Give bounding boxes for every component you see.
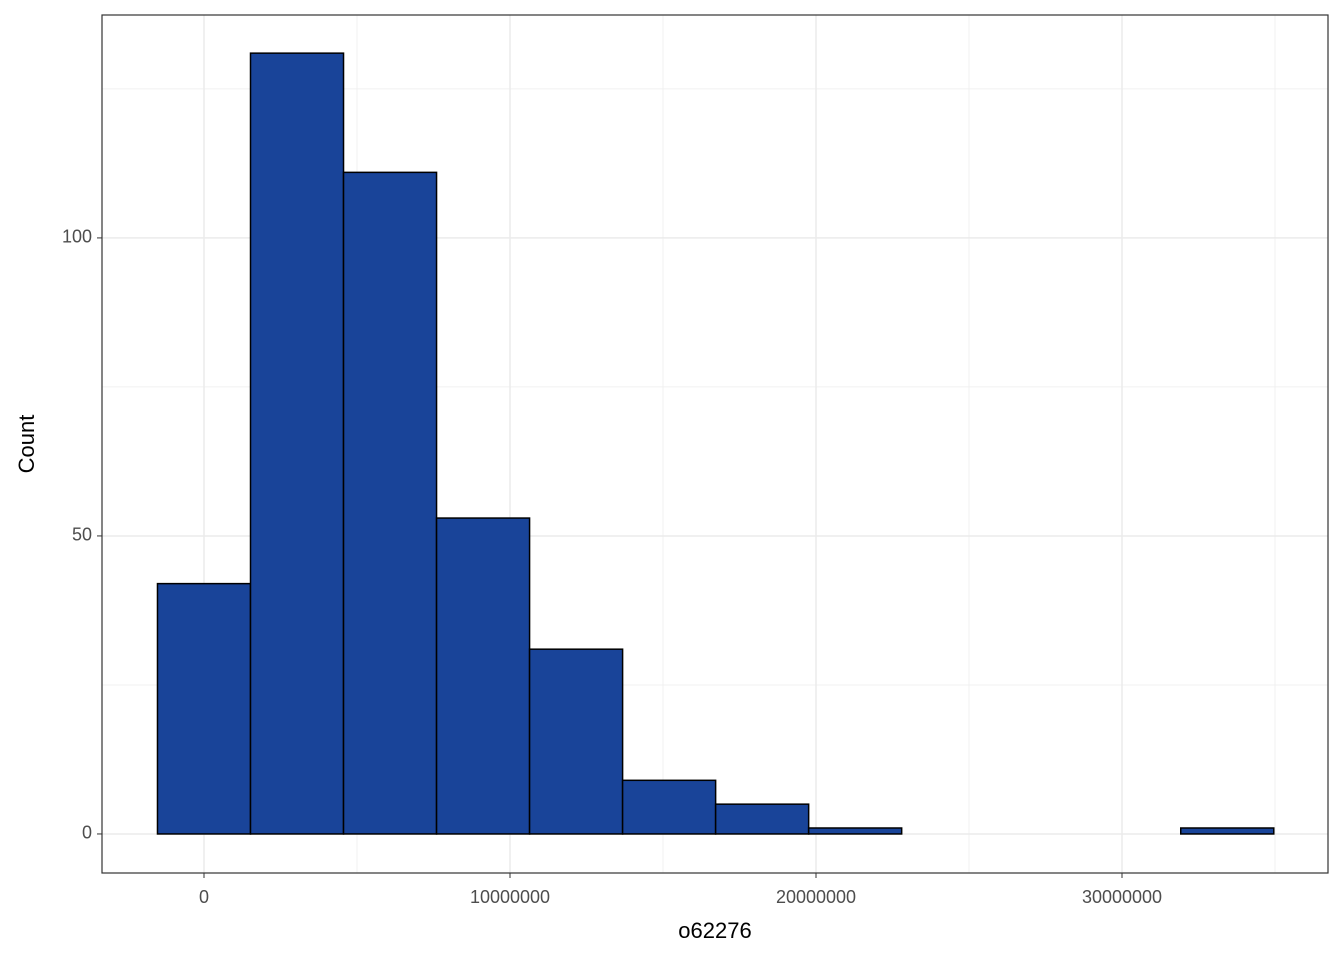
x-axis-title: o62276: [678, 918, 751, 943]
bar: [435, 517, 531, 835]
y-tick-label: 0: [82, 823, 92, 843]
x-tick-label: 10000000: [470, 887, 550, 907]
bar: [714, 803, 810, 835]
bar: [249, 52, 345, 835]
y-axis-title: Count: [14, 415, 39, 474]
bar: [528, 648, 624, 835]
bar: [1180, 827, 1275, 835]
x-tick-label: 0: [199, 887, 209, 907]
plot-border: [101, 14, 1329, 874]
bar: [807, 827, 903, 835]
x-tick-label: 30000000: [1082, 887, 1162, 907]
y-tick-label: 100: [62, 227, 92, 247]
bar: [621, 779, 717, 835]
bar: [342, 171, 438, 835]
y-tick-label: 50: [72, 525, 92, 545]
bar: [156, 582, 252, 835]
x-tick-label: 20000000: [776, 887, 856, 907]
